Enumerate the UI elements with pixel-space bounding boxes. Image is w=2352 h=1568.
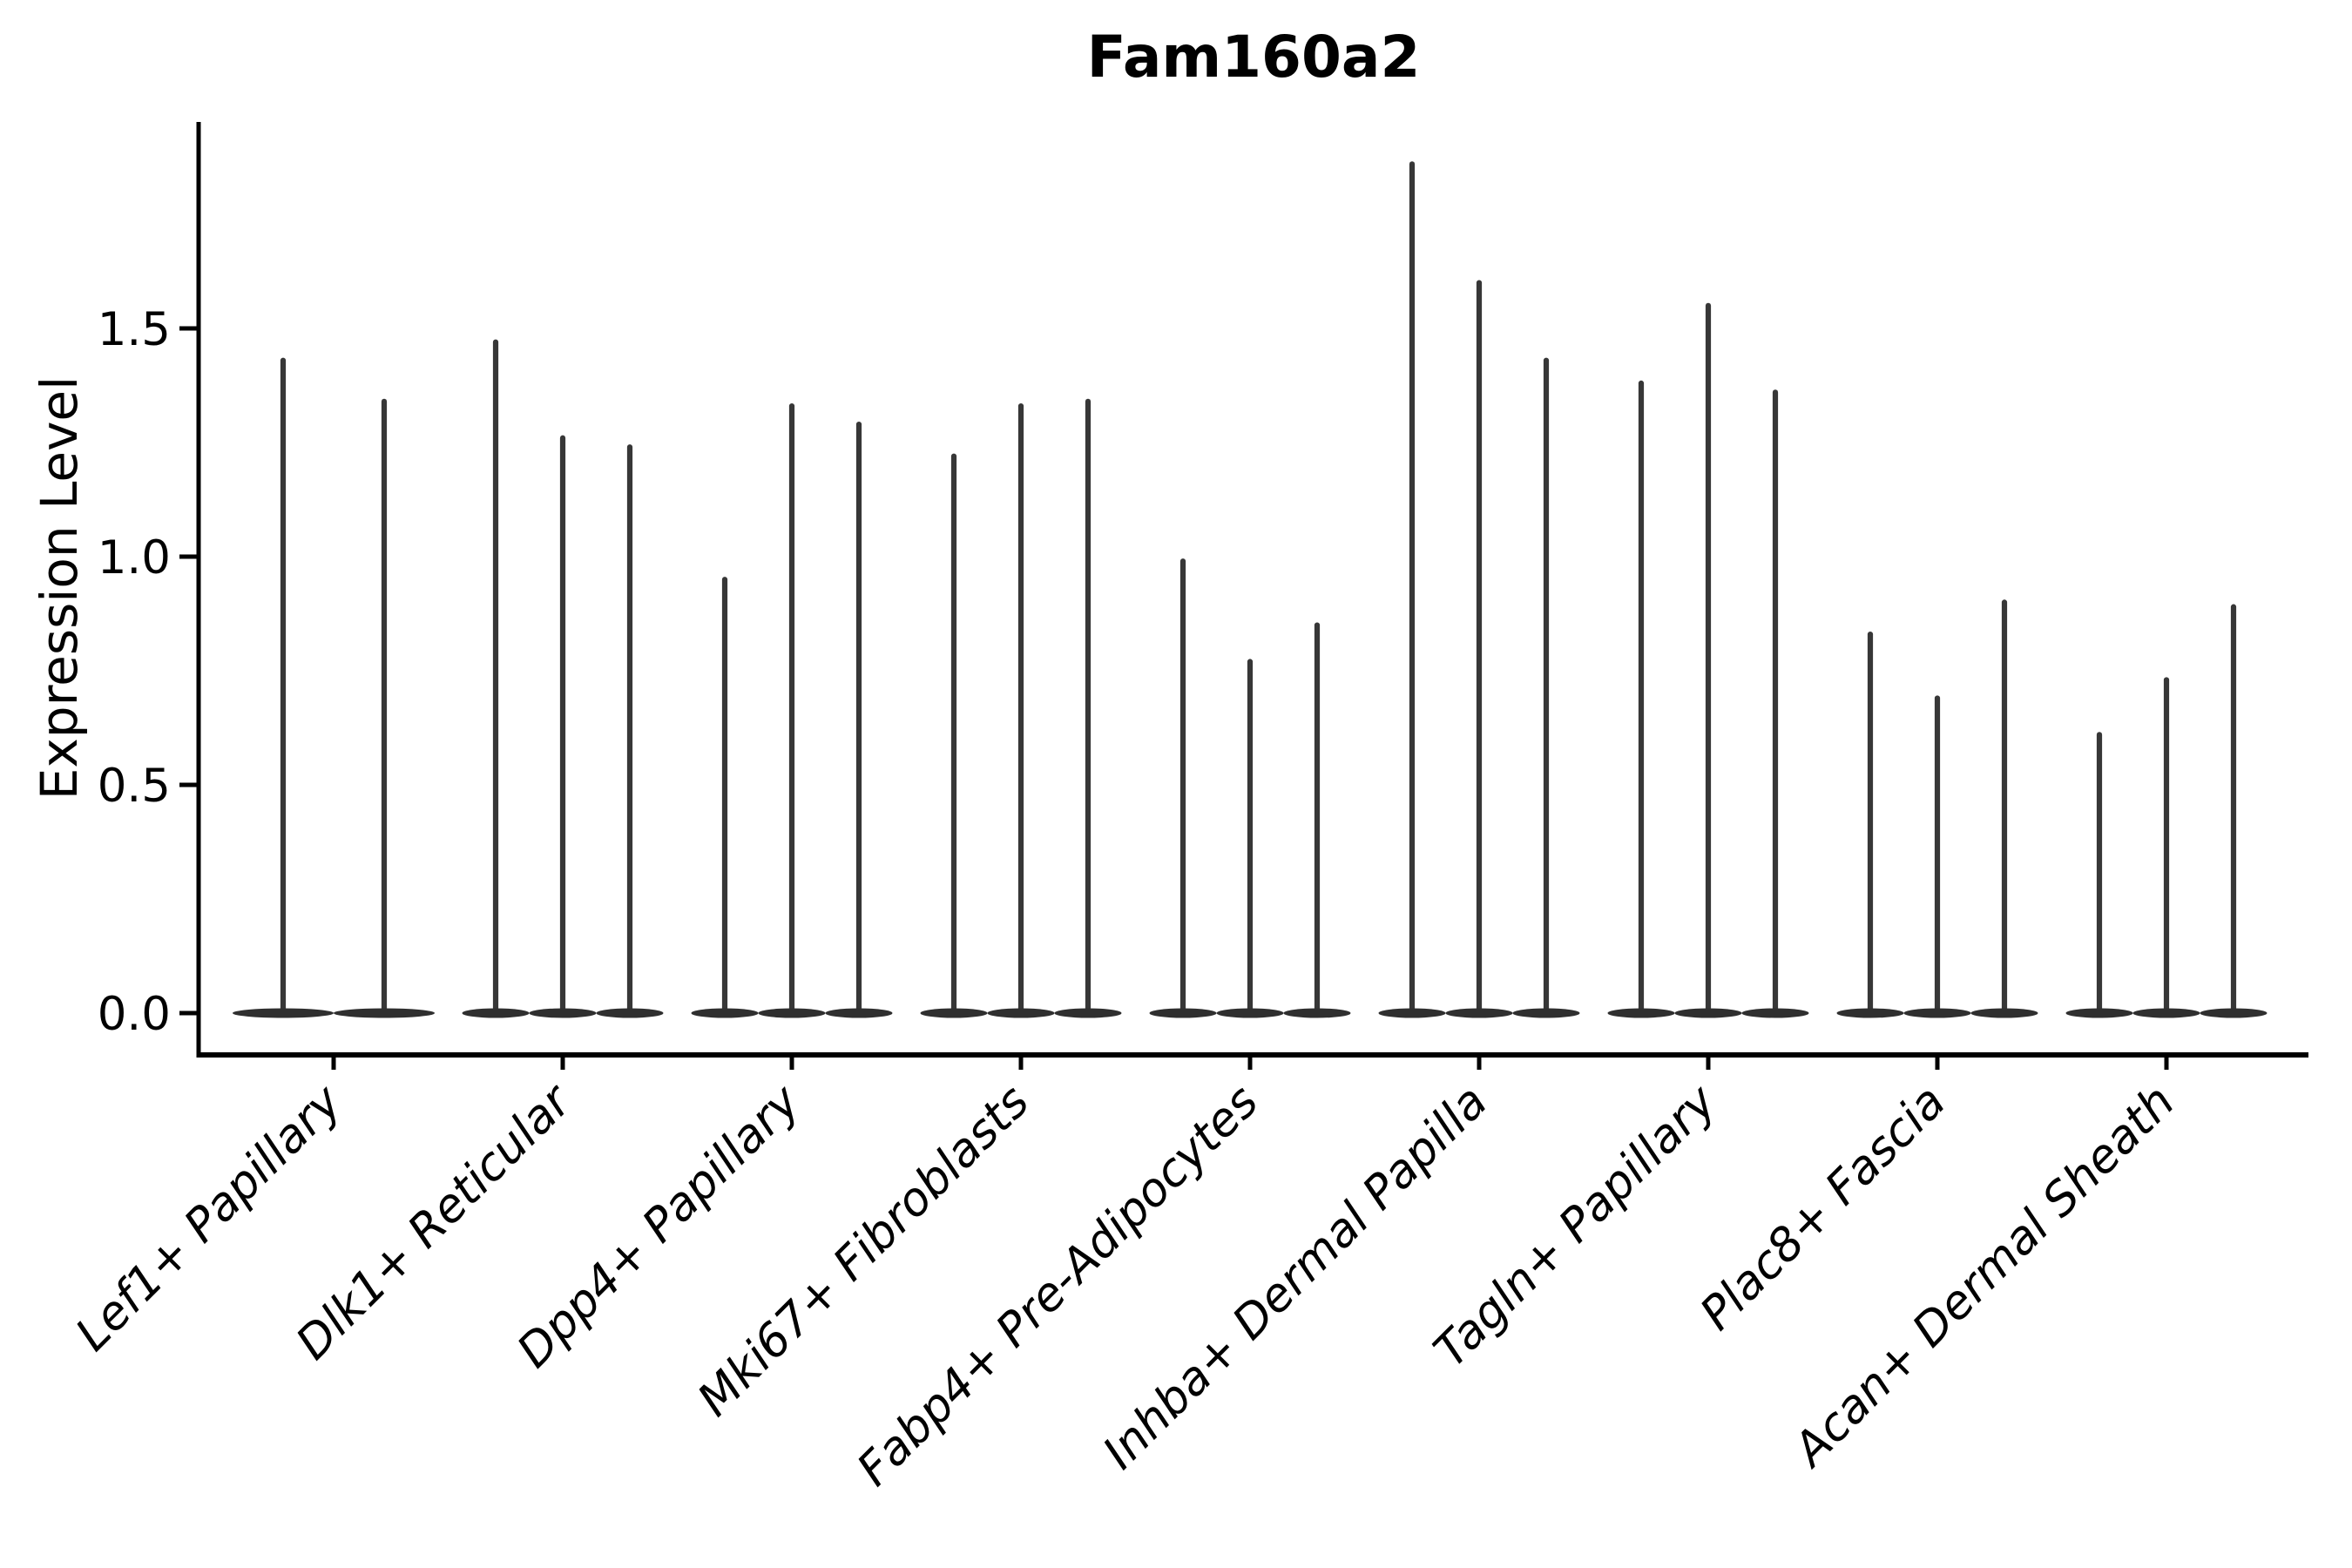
violin-base [987, 1008, 1055, 1018]
violin-base [1283, 1008, 1351, 1018]
violin-base [758, 1008, 826, 1018]
x-tick-label: Fabp4+ Pre-Adipocytes [848, 1075, 1269, 1497]
violin-base [1903, 1008, 1971, 1018]
y-tick-label: 1.0 [98, 531, 171, 585]
y-axis-label: Expression Level [30, 376, 89, 800]
violin-group [1378, 161, 1580, 1018]
violin-group [1607, 302, 1809, 1018]
violin-base [1836, 1008, 1904, 1018]
violin-group [2065, 604, 2268, 1018]
y-tick-label: 1.5 [98, 303, 171, 356]
violin-base [1149, 1008, 1217, 1018]
violin-base [2132, 1008, 2200, 1018]
violin-base [596, 1008, 664, 1018]
violin-base [1054, 1008, 1122, 1018]
violin-base [1512, 1008, 1580, 1018]
violin-base [529, 1008, 597, 1018]
violin-base [691, 1008, 759, 1018]
violin-base [1970, 1008, 2038, 1018]
y-axis-ticks: 0.0 0.5 1.0 1.5 [98, 303, 199, 1041]
violin-base [2065, 1008, 2133, 1018]
violin-group [462, 339, 664, 1018]
violin-base [2200, 1008, 2268, 1018]
violin-group [920, 398, 1122, 1018]
x-tick-label: Plac8+ Fascia [1690, 1075, 1956, 1341]
violin-base [1216, 1008, 1284, 1018]
violin-base [1445, 1008, 1513, 1018]
y-tick-label: 0.0 [98, 988, 171, 1041]
violin-base [825, 1008, 893, 1018]
chart-title: Fam160a2 [1087, 24, 1421, 91]
violin-base [1674, 1008, 1742, 1018]
x-tick-label: Inhba+ Dermal Papilla [1093, 1075, 1497, 1479]
y-tick-label: 0.5 [98, 760, 171, 813]
violin-base [233, 1008, 334, 1018]
violins-layer [233, 161, 2268, 1018]
violin-group [233, 357, 435, 1018]
x-tick-label: Acan+ Dermal Sheath [1782, 1075, 2186, 1478]
violin-group [1836, 599, 2038, 1018]
violin-base [920, 1008, 988, 1018]
violin-base [1607, 1008, 1675, 1018]
violin-base [1741, 1008, 1809, 1018]
violin-base [334, 1008, 435, 1018]
violin-base [462, 1008, 530, 1018]
violin-group [691, 402, 893, 1018]
violin-group [1149, 558, 1351, 1018]
violin-base [1378, 1008, 1446, 1018]
